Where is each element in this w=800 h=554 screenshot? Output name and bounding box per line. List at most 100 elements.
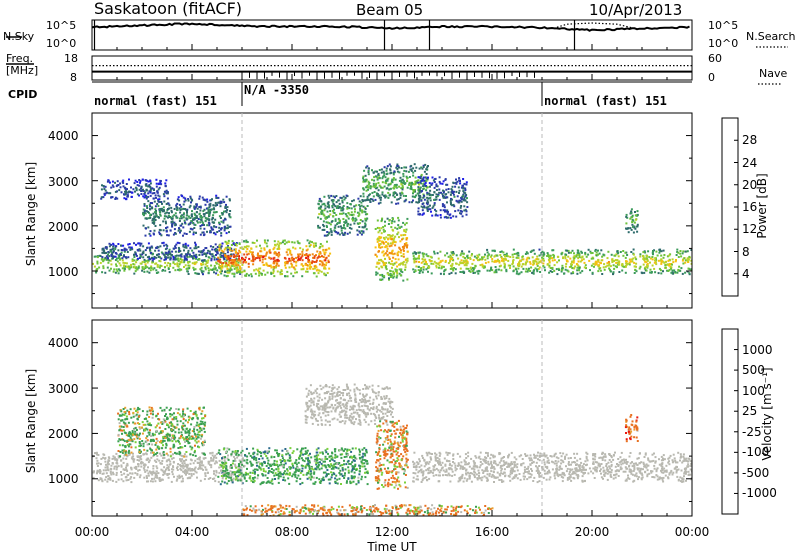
power-scatter-cell bbox=[422, 176, 425, 179]
power-scatter-cell bbox=[220, 220, 223, 223]
power-scatter-cell bbox=[438, 180, 441, 183]
vel-scatter-cell bbox=[176, 467, 178, 470]
power-scatter-cell bbox=[231, 259, 234, 262]
power-scatter-cell bbox=[649, 268, 652, 271]
vel-scatter-cell bbox=[104, 457, 106, 460]
power-scatter-cell bbox=[176, 202, 179, 205]
vel-scatter-cell bbox=[173, 426, 176, 429]
power-scatter-cell bbox=[199, 233, 202, 236]
power-scatter-cell bbox=[422, 206, 424, 209]
vel-scatter-cell bbox=[186, 407, 189, 410]
power-scatter-cell bbox=[393, 184, 396, 187]
power-scatter-cell bbox=[295, 264, 298, 267]
vel-scatter-cell bbox=[140, 426, 143, 429]
power-scatter-cell bbox=[403, 243, 406, 245]
power-scatter-cell bbox=[428, 182, 431, 185]
power-scatter-cell bbox=[625, 222, 628, 225]
power-scatter-cell bbox=[335, 214, 338, 216]
power-scatter-cell bbox=[364, 223, 367, 226]
power-scatter-cell bbox=[385, 244, 388, 247]
power-scatter-cell bbox=[145, 188, 148, 191]
power-scatter-cell bbox=[171, 223, 174, 226]
power-scatter-cell bbox=[434, 177, 437, 180]
power-scatter-cell bbox=[216, 269, 219, 272]
power-scatter-cell bbox=[153, 229, 156, 232]
vel-scatter-cell bbox=[182, 464, 184, 467]
vel-scatter-cell bbox=[126, 473, 129, 476]
vel-scatter-cell bbox=[199, 479, 202, 482]
vel-scatter-cell bbox=[108, 476, 111, 479]
power-scatter-cell bbox=[179, 209, 182, 211]
power-scatter-cell bbox=[570, 251, 572, 254]
vel-scatter-cell bbox=[186, 470, 189, 473]
power-scatter-cell bbox=[542, 253, 545, 256]
power-scatter-cell bbox=[302, 264, 305, 267]
power-scatter-cell bbox=[292, 266, 295, 269]
power-scatter-cell bbox=[136, 181, 139, 183]
power-scatter-cell bbox=[404, 259, 407, 262]
power-scatter-cell bbox=[174, 232, 177, 235]
power-scatter-cell bbox=[163, 209, 165, 212]
power-scatter-cell bbox=[253, 242, 256, 244]
power-scatter-cell bbox=[376, 178, 379, 181]
power-scatter-cell bbox=[149, 269, 152, 272]
power-scatter-cell bbox=[305, 254, 308, 257]
vel-scatter-cell bbox=[186, 464, 189, 467]
power-scatter-cell bbox=[318, 255, 320, 258]
power-scatter-cell bbox=[115, 252, 118, 255]
power-scatter-cell bbox=[195, 211, 198, 214]
vel-scatter-cell bbox=[135, 429, 138, 431]
power-scatter-cell bbox=[225, 262, 228, 265]
power-scatter-cell bbox=[154, 194, 157, 197]
power-scatter-cell bbox=[439, 214, 442, 216]
vel-scatter-cell bbox=[155, 414, 158, 417]
power-scatter-cell bbox=[239, 270, 241, 273]
power-scatter-cell bbox=[157, 246, 160, 249]
power-scatter-cell bbox=[221, 264, 224, 266]
power-scatter-cell bbox=[363, 180, 366, 183]
power-scatter-cell bbox=[360, 204, 363, 207]
power-scatter-cell bbox=[174, 223, 177, 225]
vel-scatter-cell bbox=[123, 469, 126, 471]
power-scatter-cell bbox=[328, 205, 330, 208]
power-scatter-cell bbox=[142, 256, 145, 259]
power-scatter-cell bbox=[188, 260, 191, 263]
power-scatter-cell bbox=[376, 219, 379, 222]
power-scatter-cell bbox=[666, 269, 669, 272]
power-scatter-cell bbox=[312, 256, 314, 259]
power-scatter-cell bbox=[160, 265, 163, 267]
power-scatter-cell bbox=[240, 259, 243, 262]
power-scatter-cell bbox=[417, 176, 420, 179]
power-scatter-cell bbox=[484, 261, 487, 264]
vel-scatter-cell bbox=[171, 468, 173, 471]
power-scatter-cell bbox=[309, 244, 312, 246]
power-scatter-cell bbox=[105, 258, 108, 261]
vel-scatter-cell bbox=[181, 477, 184, 480]
power-scatter-cell bbox=[532, 249, 535, 252]
freq-label: Freq. bbox=[6, 52, 34, 65]
power-scatter-cell bbox=[139, 249, 142, 252]
vel-scatter-cell bbox=[167, 424, 170, 427]
power-scatter-cell bbox=[109, 259, 112, 262]
power-scatter-cell bbox=[424, 258, 427, 261]
power-scatter-cell bbox=[416, 257, 419, 260]
power-scatter-cell bbox=[403, 245, 406, 248]
power-scatter-cell bbox=[643, 271, 646, 274]
power-scatter-cell bbox=[544, 269, 546, 272]
power-scatter-cell bbox=[115, 245, 118, 248]
freq-tick-top: 18 bbox=[64, 52, 78, 65]
power-scatter-cell bbox=[172, 255, 175, 258]
vel-scatter-cell bbox=[141, 432, 144, 435]
power-scatter-cell bbox=[419, 268, 422, 271]
power-scatter-cell bbox=[461, 271, 464, 274]
vel-scatter-cell bbox=[165, 442, 168, 445]
power-scatter-cell bbox=[159, 181, 162, 184]
vel-scatter-cell bbox=[118, 438, 121, 441]
power-scatter-cell bbox=[157, 205, 160, 207]
power-scatter-cell bbox=[105, 255, 108, 258]
vel-scatter-cell bbox=[96, 459, 99, 462]
power-scatter-cell bbox=[389, 193, 391, 196]
power-scatter-cell bbox=[141, 253, 144, 256]
power-scatter-cell bbox=[214, 267, 217, 270]
power-scatter-cell bbox=[383, 166, 386, 169]
